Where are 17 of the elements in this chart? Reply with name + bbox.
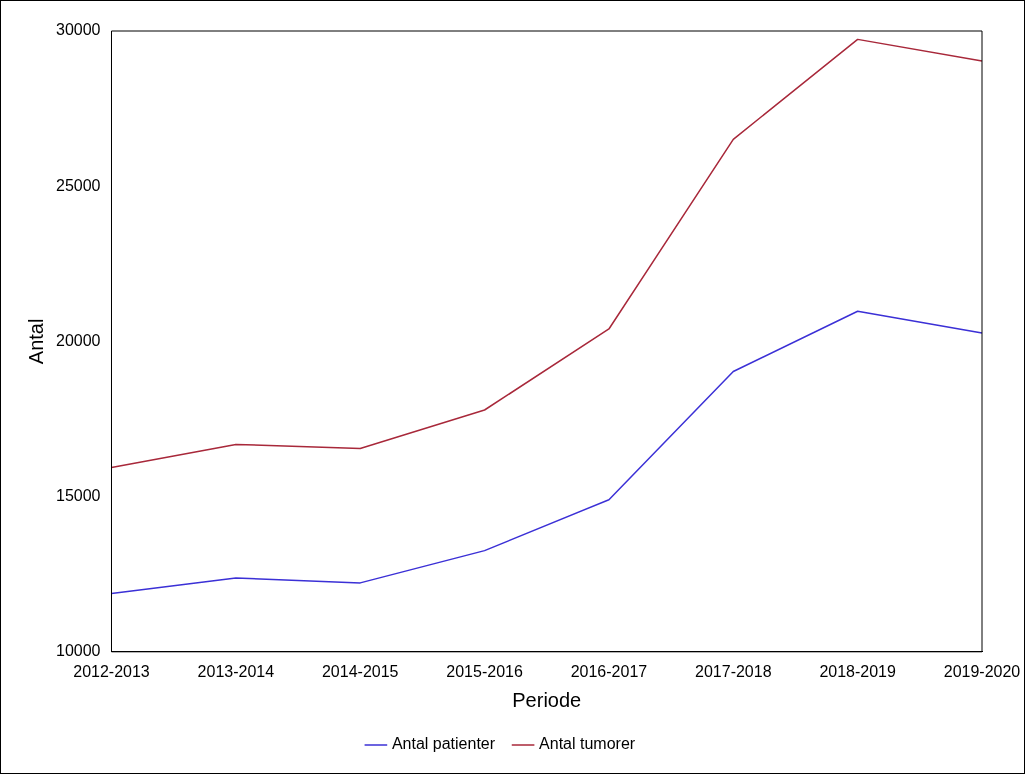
y-tick-label: 30000 <box>55 21 101 39</box>
legend-label: Antal tumorer <box>539 735 636 753</box>
x-tick-label: 2016-2017 <box>570 662 648 680</box>
x-tick-label: 2019-2020 <box>943 662 1021 680</box>
y-tick-label: 20000 <box>55 331 101 349</box>
x-axis-title: Periode <box>512 688 582 711</box>
x-tick-label: 2012-2013 <box>73 662 150 680</box>
y-axis-title: Antal <box>24 318 47 365</box>
y-tick-label: 10000 <box>55 642 101 660</box>
y-tick-label: 25000 <box>55 176 101 194</box>
x-tick-label: 2017-2018 <box>695 662 772 680</box>
legend-label: Antal patienter <box>391 735 496 753</box>
x-tick-label: 2014-2015 <box>321 662 399 680</box>
y-tick-label: 15000 <box>55 487 101 505</box>
x-tick-label: 2015-2016 <box>446 662 523 680</box>
x-tick-label: 2018-2019 <box>819 662 896 680</box>
x-tick-label: 2013-2014 <box>197 662 275 680</box>
